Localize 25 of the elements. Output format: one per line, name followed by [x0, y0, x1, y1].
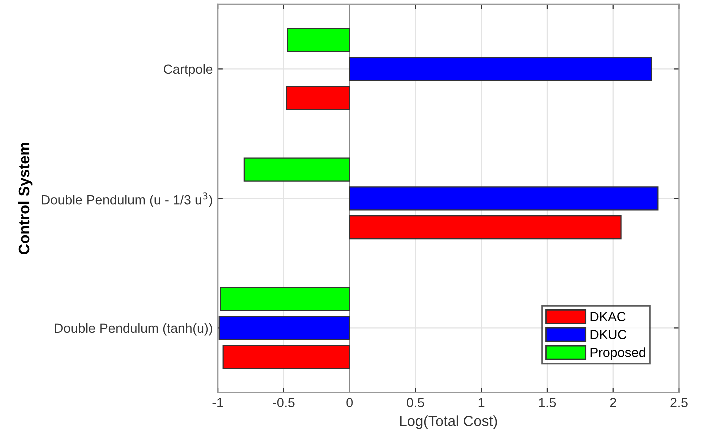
bar [220, 287, 350, 312]
y-axis-title: Control System [18, 143, 33, 255]
bar [349, 215, 622, 240]
legend-label: Proposed [590, 348, 646, 360]
x-tick-label: -0.5 [273, 398, 295, 408]
bar [349, 57, 652, 82]
bar [244, 158, 350, 182]
x-tick-label: 2.5 [670, 398, 688, 408]
legend-label: DKAC [590, 312, 626, 322]
y-tick-label: Double Pendulum (u - 1/3 u$^{3}$) [42, 192, 212, 208]
bar [222, 344, 350, 370]
x-tick-label: 0 [346, 398, 353, 408]
x-tick-label: 2 [610, 398, 616, 408]
y-tick-label: Double Pendulum (tanh(u)) [55, 323, 212, 336]
x-tick-label: -1 [212, 398, 224, 408]
x-tick-label: 1.5 [539, 398, 556, 408]
bar [287, 28, 350, 52]
legend-label: DKUC [590, 330, 627, 340]
bar [349, 186, 659, 211]
bar [218, 316, 350, 340]
x-axis-title: Log(Total Cost) [400, 416, 498, 430]
x-tick-label: 0.5 [407, 398, 424, 408]
y-tick-label: Cartpole [164, 64, 213, 77]
x-tick-label: 1 [478, 398, 485, 408]
bar [286, 86, 350, 110]
